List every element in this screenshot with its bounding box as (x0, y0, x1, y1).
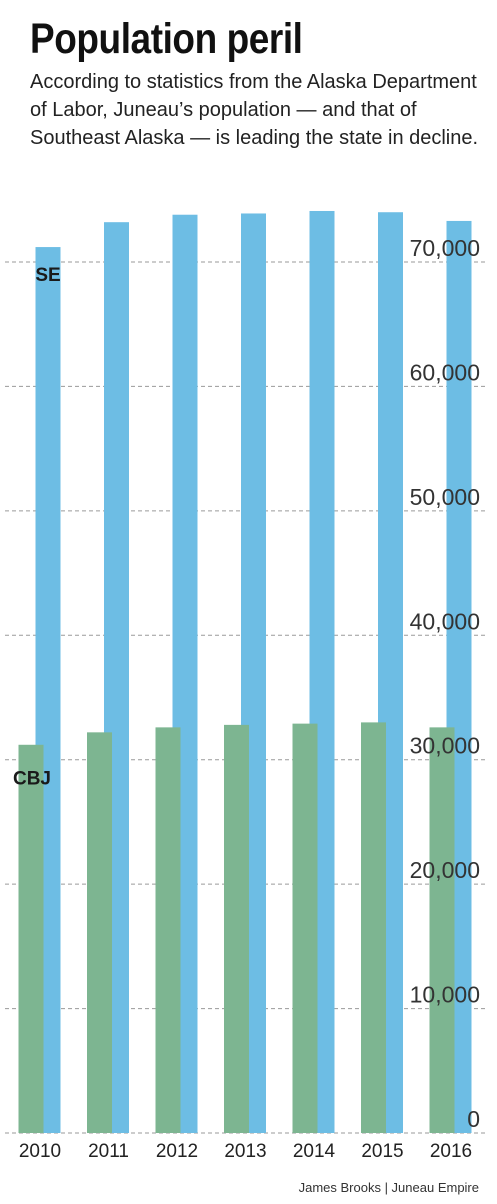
chart-subtitle: According to statistics from the Alaska … (30, 71, 479, 149)
tick-labels: 0 10,000 20,000 30,000 40,000 50,000 60,000 70,… (13, 235, 480, 1162)
x-tick-label: 2013 (224, 1141, 266, 1162)
y-tick-label: 40,000 (410, 608, 480, 634)
bar-cbj-2010 (18, 744, 44, 1133)
bar-cbj-2015 (361, 722, 386, 1133)
bar-cbj-2016 (429, 727, 455, 1133)
series-label-cbj: CBJ (13, 769, 51, 790)
bar-cbj-2012 (155, 727, 181, 1133)
x-tick-label: 2015 (361, 1141, 403, 1162)
series-label-se: SE (35, 265, 60, 286)
x-tick-label: 2011 (88, 1141, 129, 1162)
y-tick-label: 0 (467, 1106, 480, 1132)
y-tick-label: 30,000 (410, 733, 480, 759)
x-tick-label: 2014 (293, 1141, 336, 1162)
bars (18, 210, 472, 1134)
y-tick-label: 50,000 (410, 484, 480, 510)
x-tick-label: 2012 (156, 1141, 198, 1162)
y-tick-label: 20,000 (410, 857, 480, 883)
bar-cbj-2014 (292, 723, 318, 1133)
chart-title: Population peril (30, 15, 303, 63)
x-tick-label: 2016 (430, 1141, 472, 1162)
bar-cbj-2013 (224, 724, 249, 1133)
y-tick-label: 10,000 (410, 982, 480, 1008)
y-tick-label: 70,000 (410, 235, 480, 261)
x-tick-label: 2010 (19, 1141, 61, 1162)
credit-line: James Brooks | Juneau Empire (298, 1180, 479, 1195)
y-tick-label: 60,000 (410, 359, 480, 385)
bar-cbj-2011 (87, 732, 112, 1133)
